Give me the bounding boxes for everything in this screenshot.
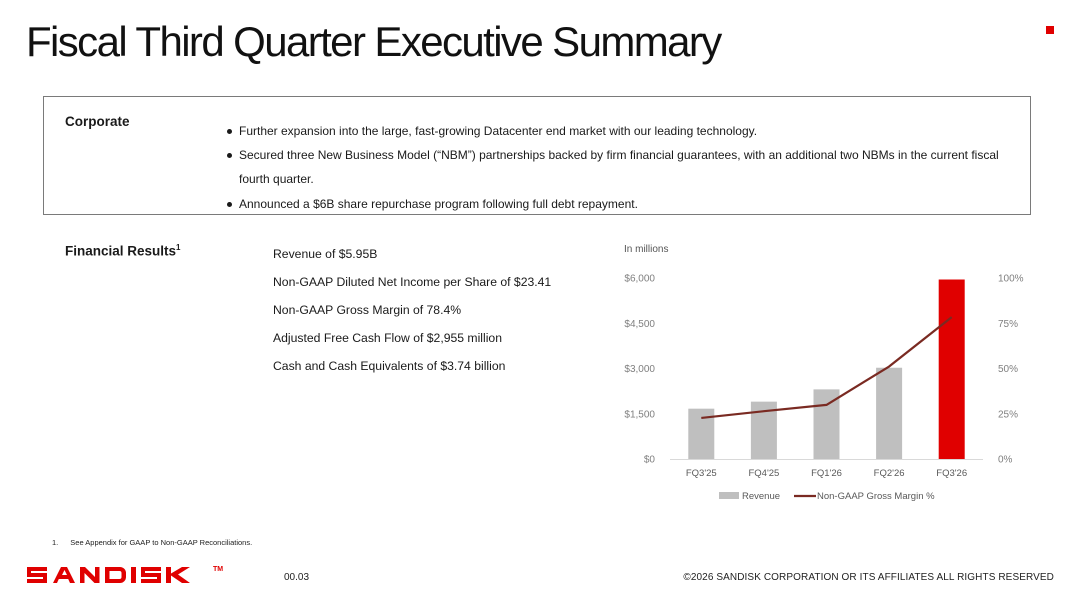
footnote-number: 1. (52, 538, 59, 547)
x-tick-label: FQ2'26 (874, 468, 905, 479)
y-left-tick-label: $3,000 (624, 364, 655, 375)
chart-unit-label: In millions (624, 244, 669, 255)
accent-square (1046, 26, 1054, 34)
slide-title: Fiscal Third Quarter Executive Summary (26, 18, 722, 65)
sandisk-logo: TM (27, 566, 223, 583)
legend-margin-label: Non-GAAP Gross Margin % (817, 491, 935, 502)
x-tick-label: FQ1'26 (811, 468, 842, 479)
result-item: Non-GAAP Diluted Net Income per Share of… (273, 275, 552, 289)
result-item: Cash and Cash Equivalents of $3.74 billi… (273, 359, 506, 373)
y-left-tick-label: $6,000 (624, 274, 655, 285)
corporate-box: Corporate Further expansion into the lar… (43, 96, 1031, 215)
financial-results-label: Financial Results1 (65, 243, 181, 259)
y-left-tick-label: $1,500 (624, 409, 655, 420)
y-right-tick-label: 75% (998, 319, 1018, 330)
y-right-tick-label: 50% (998, 364, 1018, 375)
y-right-tick-label: 25% (998, 409, 1018, 420)
y-left-tick-label: $0 (644, 455, 656, 466)
revenue-margin-chart: $0 $1,500 $3,000 $4,500 $6,000 0% 25% 50% 75% 100… (624, 274, 1024, 503)
copyright-notice: ©2026 SANDISK CORPORATION OR ITS AFFILIA… (683, 572, 1054, 583)
y-right-tick-label: 0% (998, 455, 1013, 466)
revenue-bar (876, 367, 903, 459)
x-tick-label: FQ3'25 (686, 468, 717, 479)
bullet-item: Further expansion into the large, fast-g… (225, 119, 1025, 143)
revenue-bar (938, 279, 965, 459)
legend-revenue-label: Revenue (742, 491, 780, 502)
y-right-tick-label: 100% (998, 274, 1024, 285)
legend-revenue-swatch (719, 492, 739, 499)
result-item: Adjusted Free Cash Flow of $2,955 millio… (273, 331, 502, 345)
footnote-ref: 1 (176, 243, 181, 252)
bullet-item: Announced a $6B share repurchase program… (225, 192, 1025, 216)
x-tick-label: FQ3'26 (936, 468, 967, 479)
financial-results-list: Revenue of $5.95B Non-GAAP Diluted Net I… (273, 240, 551, 380)
corporate-bullets: Further expansion into the large, fast-g… (225, 119, 1025, 216)
x-tick-label: FQ4'25 (748, 468, 779, 479)
revenue-bar (813, 389, 840, 459)
financial-results-label-text: Financial Results (65, 243, 177, 259)
result-item: Revenue of $5.95B (273, 247, 378, 261)
bullet-item: Secured three New Business Model (“NBM”)… (225, 143, 1025, 191)
page-number: 00.03 (284, 572, 310, 583)
corporate-label: Corporate (65, 114, 130, 129)
footnote-text: See Appendix for GAAP to Non-GAAP Reconc… (70, 538, 253, 547)
footnote: 1. See Appendix for GAAP to Non-GAAP Reco… (52, 538, 252, 547)
trademark: TM (213, 566, 223, 573)
result-item: Non-GAAP Gross Margin of 78.4% (273, 303, 462, 317)
y-left-tick-label: $4,500 (624, 319, 655, 330)
